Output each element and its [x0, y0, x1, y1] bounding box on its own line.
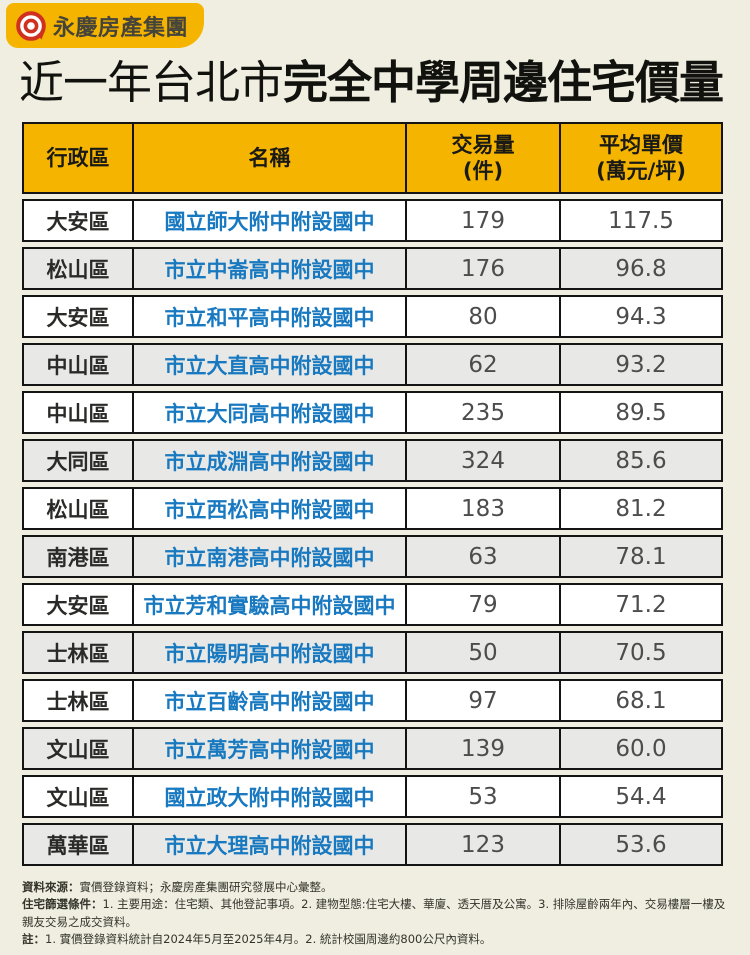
filter-text: 1. 主要用途：住宅類、其他登記事項。2. 建物型態:住宅大樓、華廈、透天厝及公… [22, 897, 726, 929]
company-name: 永慶房產集團 [53, 15, 189, 41]
price-cell: 93.2 [559, 345, 721, 384]
school-cell: 國立師大附中附設國中 [132, 201, 405, 240]
table-header-row: 行政區 名稱 交易量 (件) 平均單價 (萬元/坪) [22, 122, 723, 194]
school-cell: 市立西松高中附設國中 [132, 489, 405, 528]
school-cell: 市立中崙高中附設國中 [132, 249, 405, 288]
volume-cell: 80 [405, 297, 559, 336]
price-cell: 96.8 [559, 249, 721, 288]
school-cell: 市立百齡高中附設國中 [132, 681, 405, 720]
table-row: 中山區 市立大直高中附設國中 62 93.2 [22, 343, 723, 386]
district-cell: 南港區 [46, 545, 110, 570]
school-cell: 市立大同高中附設國中 [132, 393, 405, 432]
footer-notes: 資料來源：實價登錄資料；永慶房產集團研究發展中心彙整。 住宅篩選條件：1. 主要… [22, 879, 730, 948]
price-cell: 68.1 [559, 681, 721, 720]
volume-cell: 235 [405, 393, 559, 432]
stat-note-text: 1. 實價登錄資料統計自2024年5月至2025年4月。2. 統計校園周邊約80… [45, 931, 492, 946]
price-cell: 117.5 [559, 201, 721, 240]
school-cell: 國立政大附中附設國中 [132, 777, 405, 816]
table-body: 大安區 國立師大附中附設國中 179 117.5 松山區 市立中崙高中附設國中 … [22, 199, 723, 866]
title-emphasis: 完全中學周邊住宅價量 [283, 56, 724, 109]
filter-label: 住宅篩選條件： [22, 897, 103, 912]
table-row: 南港區 市立南港高中附設國中 63 78.1 [22, 535, 723, 578]
table-row: 士林區 市立陽明高中附設國中 50 70.5 [22, 631, 723, 674]
volume-cell: 79 [405, 585, 559, 624]
district-cell: 中山區 [46, 353, 110, 378]
price-cell: 81.2 [559, 489, 721, 528]
volume-cell: 50 [405, 633, 559, 672]
school-cell: 市立和平高中附設國中 [132, 297, 405, 336]
district-cell: 松山區 [46, 497, 110, 522]
title-prefix: 近一年台北市 [19, 56, 284, 109]
table-row: 文山區 國立政大附中附設國中 53 54.4 [22, 775, 723, 818]
volume-cell: 183 [405, 489, 559, 528]
district-cell: 士林區 [46, 641, 110, 666]
table-row: 萬華區 市立大理高中附設國中 123 53.6 [22, 823, 723, 866]
table-row: 大安區 國立師大附中附設國中 179 117.5 [22, 199, 723, 242]
volume-cell: 176 [405, 249, 559, 288]
header-price: 平均單價 (萬元/坪) [559, 124, 721, 192]
filter-note: 住宅篩選條件：1. 主要用途：住宅類、其他登記事項。2. 建物型態:住宅大樓、華… [22, 896, 730, 931]
stat-note-label: 註： [22, 931, 45, 946]
price-cell: 89.5 [559, 393, 721, 432]
header-volume: 交易量 (件) [405, 124, 559, 192]
stat-note: 註：1. 實價登錄資料統計自2024年5月至2025年4月。2. 統計校園周邊約… [22, 931, 730, 948]
yungching-logo-icon [15, 10, 47, 42]
school-cell: 市立萬芳高中附設國中 [132, 729, 405, 768]
volume-cell: 97 [405, 681, 559, 720]
table-row: 松山區 市立西松高中附設國中 183 81.2 [22, 487, 723, 530]
volume-cell: 139 [405, 729, 559, 768]
header-district: 行政區 [46, 145, 110, 170]
district-cell: 文山區 [46, 785, 110, 810]
district-cell: 大安區 [46, 305, 110, 330]
district-cell: 大安區 [46, 209, 110, 234]
school-cell: 市立陽明高中附設國中 [132, 633, 405, 672]
price-cell: 60.0 [559, 729, 721, 768]
district-cell: 士林區 [46, 689, 110, 714]
school-cell: 市立大理高中附設國中 [132, 825, 405, 864]
table-row: 士林區 市立百齡高中附設國中 97 68.1 [22, 679, 723, 722]
page-title: 近一年台北市完全中學周邊住宅價量 [19, 56, 724, 109]
source-text: 實價登錄資料；永慶房產集團研究發展中心彙整。 [79, 880, 333, 894]
table-row: 中山區 市立大同高中附設國中 235 89.5 [22, 391, 723, 434]
volume-cell: 324 [405, 441, 559, 480]
district-cell: 大同區 [46, 449, 110, 474]
brand-banner: 永慶房產集團 [6, 3, 204, 48]
table-row: 大安區 市立芳和實驗高中附設國中 79 71.2 [22, 583, 723, 626]
district-cell: 中山區 [46, 401, 110, 426]
volume-cell: 53 [405, 777, 559, 816]
district-cell: 萬華區 [46, 833, 110, 858]
district-cell: 大安區 [46, 593, 110, 618]
table-row: 大安區 市立和平高中附設國中 80 94.3 [22, 295, 723, 338]
price-cell: 53.6 [559, 825, 721, 864]
school-cell: 市立成淵高中附設國中 [132, 441, 405, 480]
school-cell: 市立大直高中附設國中 [132, 345, 405, 384]
volume-cell: 179 [405, 201, 559, 240]
volume-cell: 63 [405, 537, 559, 576]
price-cell: 71.2 [559, 585, 721, 624]
school-cell: 市立芳和實驗高中附設國中 [132, 585, 405, 624]
header-name: 名稱 [132, 124, 405, 192]
table-row: 大同區 市立成淵高中附設國中 324 85.6 [22, 439, 723, 482]
price-cell: 85.6 [559, 441, 721, 480]
price-cell: 94.3 [559, 297, 721, 336]
school-cell: 市立南港高中附設國中 [132, 537, 405, 576]
price-cell: 78.1 [559, 537, 721, 576]
volume-cell: 62 [405, 345, 559, 384]
source-label: 資料來源： [22, 880, 80, 894]
price-volume-table: 行政區 名稱 交易量 (件) 平均單價 (萬元/坪) 大安區 國立師大附中附設國中 … [22, 122, 723, 871]
district-cell: 文山區 [46, 737, 110, 762]
table-row: 文山區 市立萬芳高中附設國中 139 60.0 [22, 727, 723, 770]
table-row: 松山區 市立中崙高中附設國中 176 96.8 [22, 247, 723, 290]
volume-cell: 123 [405, 825, 559, 864]
source-note: 資料來源：實價登錄資料；永慶房產集團研究發展中心彙整。 [22, 879, 730, 896]
price-cell: 70.5 [559, 633, 721, 672]
price-cell: 54.4 [559, 777, 721, 816]
district-cell: 松山區 [46, 257, 110, 282]
